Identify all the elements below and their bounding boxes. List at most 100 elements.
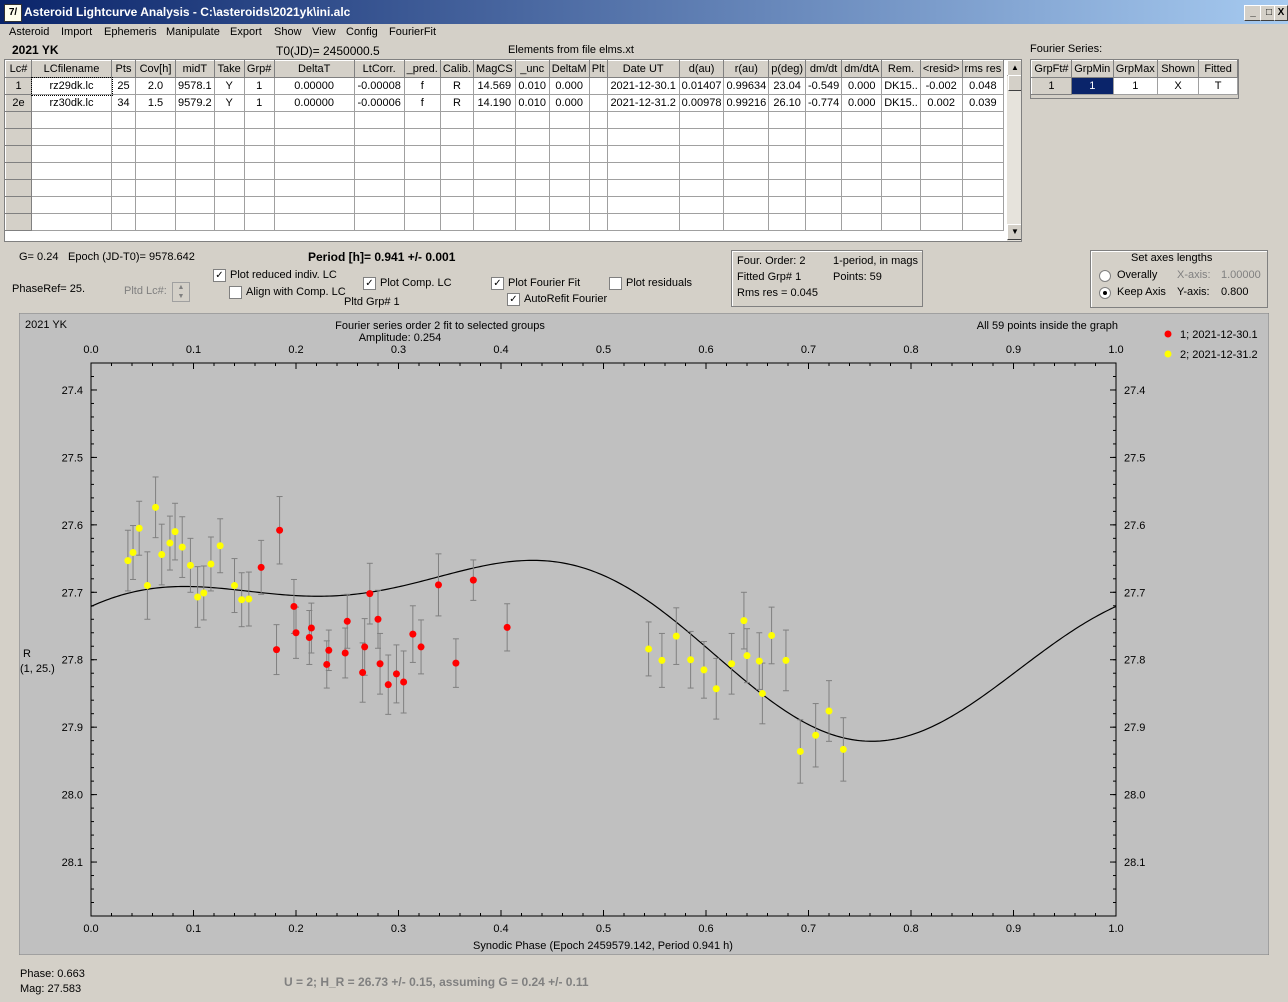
table-cell[interactable] bbox=[723, 196, 770, 214]
table-cell[interactable] bbox=[403, 128, 441, 146]
table-cell[interactable] bbox=[514, 196, 550, 214]
table-cell[interactable] bbox=[588, 77, 608, 95]
table-cell[interactable] bbox=[243, 128, 275, 146]
lc-col-header[interactable]: d(au) bbox=[678, 60, 725, 78]
table-cell[interactable] bbox=[353, 213, 405, 231]
lc-col-header[interactable]: Date UT bbox=[606, 60, 680, 78]
table-cell[interactable] bbox=[804, 111, 843, 129]
lc-col-header[interactable]: LtCorr. bbox=[353, 60, 405, 78]
table-cell[interactable] bbox=[919, 179, 963, 197]
lc-col-header[interactable]: LCfilename bbox=[31, 60, 112, 78]
table-cell[interactable] bbox=[548, 145, 590, 163]
table-cell[interactable] bbox=[723, 179, 770, 197]
plot-comp-label[interactable]: Plot Comp. LC bbox=[380, 277, 452, 289]
fourier-cell[interactable]: 1 bbox=[1112, 77, 1158, 95]
table-cell[interactable]: 9579.2 bbox=[175, 94, 215, 112]
table-cell[interactable] bbox=[213, 128, 245, 146]
table-cell[interactable] bbox=[768, 179, 806, 197]
table-cell[interactable] bbox=[135, 128, 176, 146]
menu-fourierfit[interactable]: FourierFit bbox=[389, 26, 437, 38]
table-cell[interactable]: 0.00978 bbox=[678, 94, 725, 112]
table-cell[interactable] bbox=[881, 162, 921, 180]
table-cell[interactable] bbox=[514, 213, 550, 231]
plot-reduced-checkbox[interactable]: ✓ bbox=[213, 269, 226, 282]
table-cell[interactable]: -0.00006 bbox=[353, 94, 405, 112]
table-cell[interactable] bbox=[588, 162, 608, 180]
table-cell[interactable] bbox=[768, 111, 806, 129]
table-cell[interactable] bbox=[243, 196, 275, 214]
table-cell[interactable] bbox=[403, 145, 441, 163]
table-cell[interactable] bbox=[881, 213, 921, 231]
table-cell[interactable] bbox=[588, 196, 608, 214]
row-header[interactable] bbox=[5, 128, 32, 146]
table-cell[interactable] bbox=[606, 111, 680, 129]
table-cell[interactable] bbox=[213, 196, 245, 214]
pltd-lc-spinner[interactable]: ▲ ▼ bbox=[172, 282, 190, 302]
fourier-cell[interactable]: X bbox=[1156, 77, 1200, 95]
table-cell[interactable]: 0.01407 bbox=[678, 77, 725, 95]
table-cell[interactable] bbox=[514, 162, 550, 180]
align-comp-checkbox[interactable] bbox=[229, 286, 242, 299]
y-axis-value[interactable]: 0.800 bbox=[1221, 286, 1249, 298]
table-cell[interactable] bbox=[111, 145, 136, 163]
lc-col-header[interactable]: Take bbox=[213, 60, 245, 78]
table-cell[interactable] bbox=[804, 145, 843, 163]
table-cell[interactable] bbox=[804, 162, 843, 180]
table-row[interactable] bbox=[5, 179, 1005, 197]
table-row[interactable]: 2e rz30dk.lc 34 1.5 9579.2 Y 1 0.00000 -0.00006 f… bbox=[5, 94, 1005, 112]
table-cell[interactable] bbox=[768, 213, 806, 231]
row-header[interactable] bbox=[5, 213, 32, 231]
table-cell[interactable] bbox=[678, 128, 725, 146]
table-cell[interactable] bbox=[213, 145, 245, 163]
table-cell[interactable] bbox=[804, 213, 843, 231]
table-cell[interactable] bbox=[135, 179, 176, 197]
table-cell[interactable] bbox=[243, 162, 275, 180]
menu-manipulate[interactable]: Manipulate bbox=[166, 26, 220, 38]
table-cell[interactable] bbox=[881, 111, 921, 129]
table-cell[interactable] bbox=[243, 145, 275, 163]
table-cell[interactable] bbox=[273, 128, 355, 146]
table-cell[interactable] bbox=[439, 145, 474, 163]
table-cell[interactable] bbox=[439, 213, 474, 231]
lc-col-header[interactable]: Plt bbox=[588, 60, 608, 78]
table-cell[interactable]: -0.00008 bbox=[353, 77, 405, 95]
table-cell[interactable]: 34 bbox=[111, 94, 136, 112]
lc-col-header[interactable]: Grp# bbox=[243, 60, 275, 78]
fourier-series-grid[interactable]: GrpFt# GrpMin GrpMax Shown Fitted 1 1 1 … bbox=[1030, 59, 1239, 99]
table-cell[interactable] bbox=[175, 128, 215, 146]
table-cell[interactable]: 0.99216 bbox=[723, 94, 770, 112]
table-cell[interactable] bbox=[961, 213, 1005, 231]
align-comp-label[interactable]: Align with Comp. LC bbox=[246, 286, 346, 298]
table-cell[interactable] bbox=[403, 111, 441, 129]
table-cell[interactable]: 0.99634 bbox=[723, 77, 770, 95]
table-cell[interactable] bbox=[841, 162, 883, 180]
table-cell[interactable] bbox=[213, 162, 245, 180]
table-cell[interactable] bbox=[961, 162, 1005, 180]
plot-comp-checkbox[interactable]: ✓ bbox=[363, 277, 376, 290]
table-cell[interactable] bbox=[768, 162, 806, 180]
table-cell[interactable]: 14.569 bbox=[472, 77, 516, 95]
table-cell[interactable]: f bbox=[403, 94, 441, 112]
table-cell[interactable] bbox=[439, 111, 474, 129]
table-cell[interactable]: 0.000 bbox=[548, 77, 590, 95]
table-cell[interactable] bbox=[135, 145, 176, 163]
table-cell[interactable]: -0.774 bbox=[804, 94, 843, 112]
table-cell[interactable]: 0.039 bbox=[961, 94, 1005, 112]
table-cell[interactable]: 26.10 bbox=[768, 94, 806, 112]
table-cell[interactable] bbox=[472, 111, 516, 129]
table-cell[interactable] bbox=[548, 213, 590, 231]
table-cell[interactable]: rz29dk.lc bbox=[30, 76, 113, 96]
table-cell[interactable] bbox=[439, 196, 474, 214]
table-cell[interactable] bbox=[135, 196, 176, 214]
plot-fourier-label[interactable]: Plot Fourier Fit bbox=[508, 277, 581, 289]
table-cell[interactable] bbox=[678, 111, 725, 129]
table-cell[interactable] bbox=[723, 128, 770, 146]
table-cell[interactable] bbox=[768, 196, 806, 214]
menu-asteroid[interactable]: Asteroid bbox=[9, 26, 50, 38]
table-cell[interactable] bbox=[723, 213, 770, 231]
table-cell[interactable] bbox=[961, 128, 1005, 146]
lc-col-header[interactable]: r(au) bbox=[723, 60, 770, 78]
table-cell[interactable] bbox=[678, 179, 725, 197]
table-cell[interactable]: 2.0 bbox=[135, 77, 176, 95]
table-cell[interactable] bbox=[175, 162, 215, 180]
